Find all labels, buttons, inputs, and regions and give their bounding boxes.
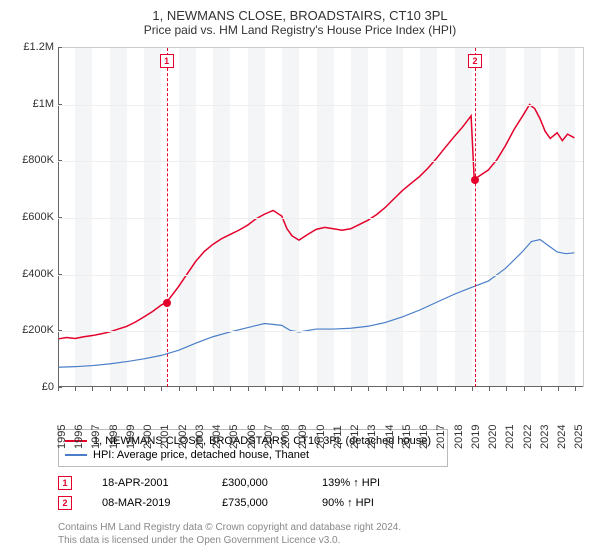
x-tick-label: 2001 [159, 425, 171, 449]
sale-price: £735,000 [222, 497, 292, 509]
y-tick-label: £1.2M [10, 41, 58, 53]
x-axis [58, 386, 583, 387]
y-tick-label: £0 [10, 381, 58, 393]
legend-label: HPI: Average price, detached house, Than… [93, 449, 309, 461]
sales-table: 1 18-APR-2001 £300,000 139% ↑ HPI 2 08-MAR-20… [58, 473, 590, 513]
x-tick-label: 2017 [435, 425, 447, 449]
x-tick-label: 2022 [522, 425, 534, 449]
series-line [58, 240, 574, 368]
x-tick-label: 2004 [211, 425, 223, 449]
x-tick-label: 1998 [108, 425, 120, 449]
x-tick-label: 2012 [349, 425, 361, 449]
x-tick-label: 1996 [73, 425, 85, 449]
x-tick-label: 2005 [228, 425, 240, 449]
x-tick-label: 2021 [504, 425, 516, 449]
x-tick-label: 2013 [366, 425, 378, 449]
sale-row: 1 18-APR-2001 £300,000 139% ↑ HPI [58, 473, 590, 493]
y-tick-label: £200K [10, 324, 58, 336]
x-tick-label: 2014 [384, 425, 396, 449]
sale-date: 18-APR-2001 [102, 477, 192, 489]
sale-marker-line [475, 48, 476, 387]
x-tick-label: 2019 [470, 425, 482, 449]
footer-line: This data is licensed under the Open Gov… [58, 534, 590, 547]
x-tick-label: 1995 [56, 425, 68, 449]
x-tick-label: 2000 [142, 425, 154, 449]
sale-date: 08-MAR-2019 [102, 497, 192, 509]
sale-hpi: 139% ↑ HPI [322, 477, 412, 489]
x-tick-label: 2024 [556, 425, 568, 449]
sale-marker-icon: 2 [58, 496, 72, 510]
sale-marker-box: 1 [160, 54, 174, 68]
x-tick-label: 2010 [315, 425, 327, 449]
y-tick-label: £400K [10, 268, 58, 280]
plot-area: 12 [58, 47, 584, 387]
legend-row: HPI: Average price, detached house, Than… [65, 448, 441, 462]
x-tick-label: 2018 [453, 425, 465, 449]
x-tick-label: 2002 [177, 425, 189, 449]
legend-swatch [65, 454, 87, 456]
sale-price: £300,000 [222, 477, 292, 489]
sale-row: 2 08-MAR-2019 £735,000 90% ↑ HPI [58, 493, 590, 513]
x-tick-label: 1999 [125, 425, 137, 449]
chart-title: 1, NEWMANS CLOSE, BROADSTAIRS, CT10 3PL [10, 8, 590, 23]
x-tick-label: 2007 [263, 425, 275, 449]
x-tick-label: 2016 [418, 425, 430, 449]
x-tick-label: 2023 [539, 425, 551, 449]
chart-container: 1, NEWMANS CLOSE, BROADSTAIRS, CT10 3PL … [0, 0, 600, 560]
sale-hpi: 90% ↑ HPI [322, 497, 412, 509]
x-tick-label: 1997 [90, 425, 102, 449]
sale-dot [163, 299, 171, 307]
y-tick-label: £600K [10, 211, 58, 223]
footer-attribution: Contains HM Land Registry data © Crown c… [58, 521, 590, 547]
x-tick-label: 2025 [573, 425, 585, 449]
sale-marker-box: 2 [468, 54, 482, 68]
sale-dot [471, 176, 479, 184]
x-tick-label: 2003 [194, 425, 206, 449]
x-tick-label: 2009 [297, 425, 309, 449]
x-tick-label: 2008 [280, 425, 292, 449]
x-tick-label: 2011 [332, 425, 344, 449]
x-tick-label: 2020 [487, 425, 499, 449]
y-tick-label: £800K [10, 154, 58, 166]
y-tick-label: £1M [10, 98, 58, 110]
x-tick-label: 2006 [246, 425, 258, 449]
chart-subtitle: Price paid vs. HM Land Registry's House … [10, 23, 590, 37]
footer-line: Contains HM Land Registry data © Crown c… [58, 521, 590, 534]
chart-area: 12 £0£200K£400K£600K£800K£1M£1.2M1995199… [10, 43, 590, 423]
series-line [58, 105, 574, 339]
sale-marker-icon: 1 [58, 476, 72, 490]
sale-marker-line [167, 48, 168, 387]
x-tick-label: 2015 [401, 425, 413, 449]
